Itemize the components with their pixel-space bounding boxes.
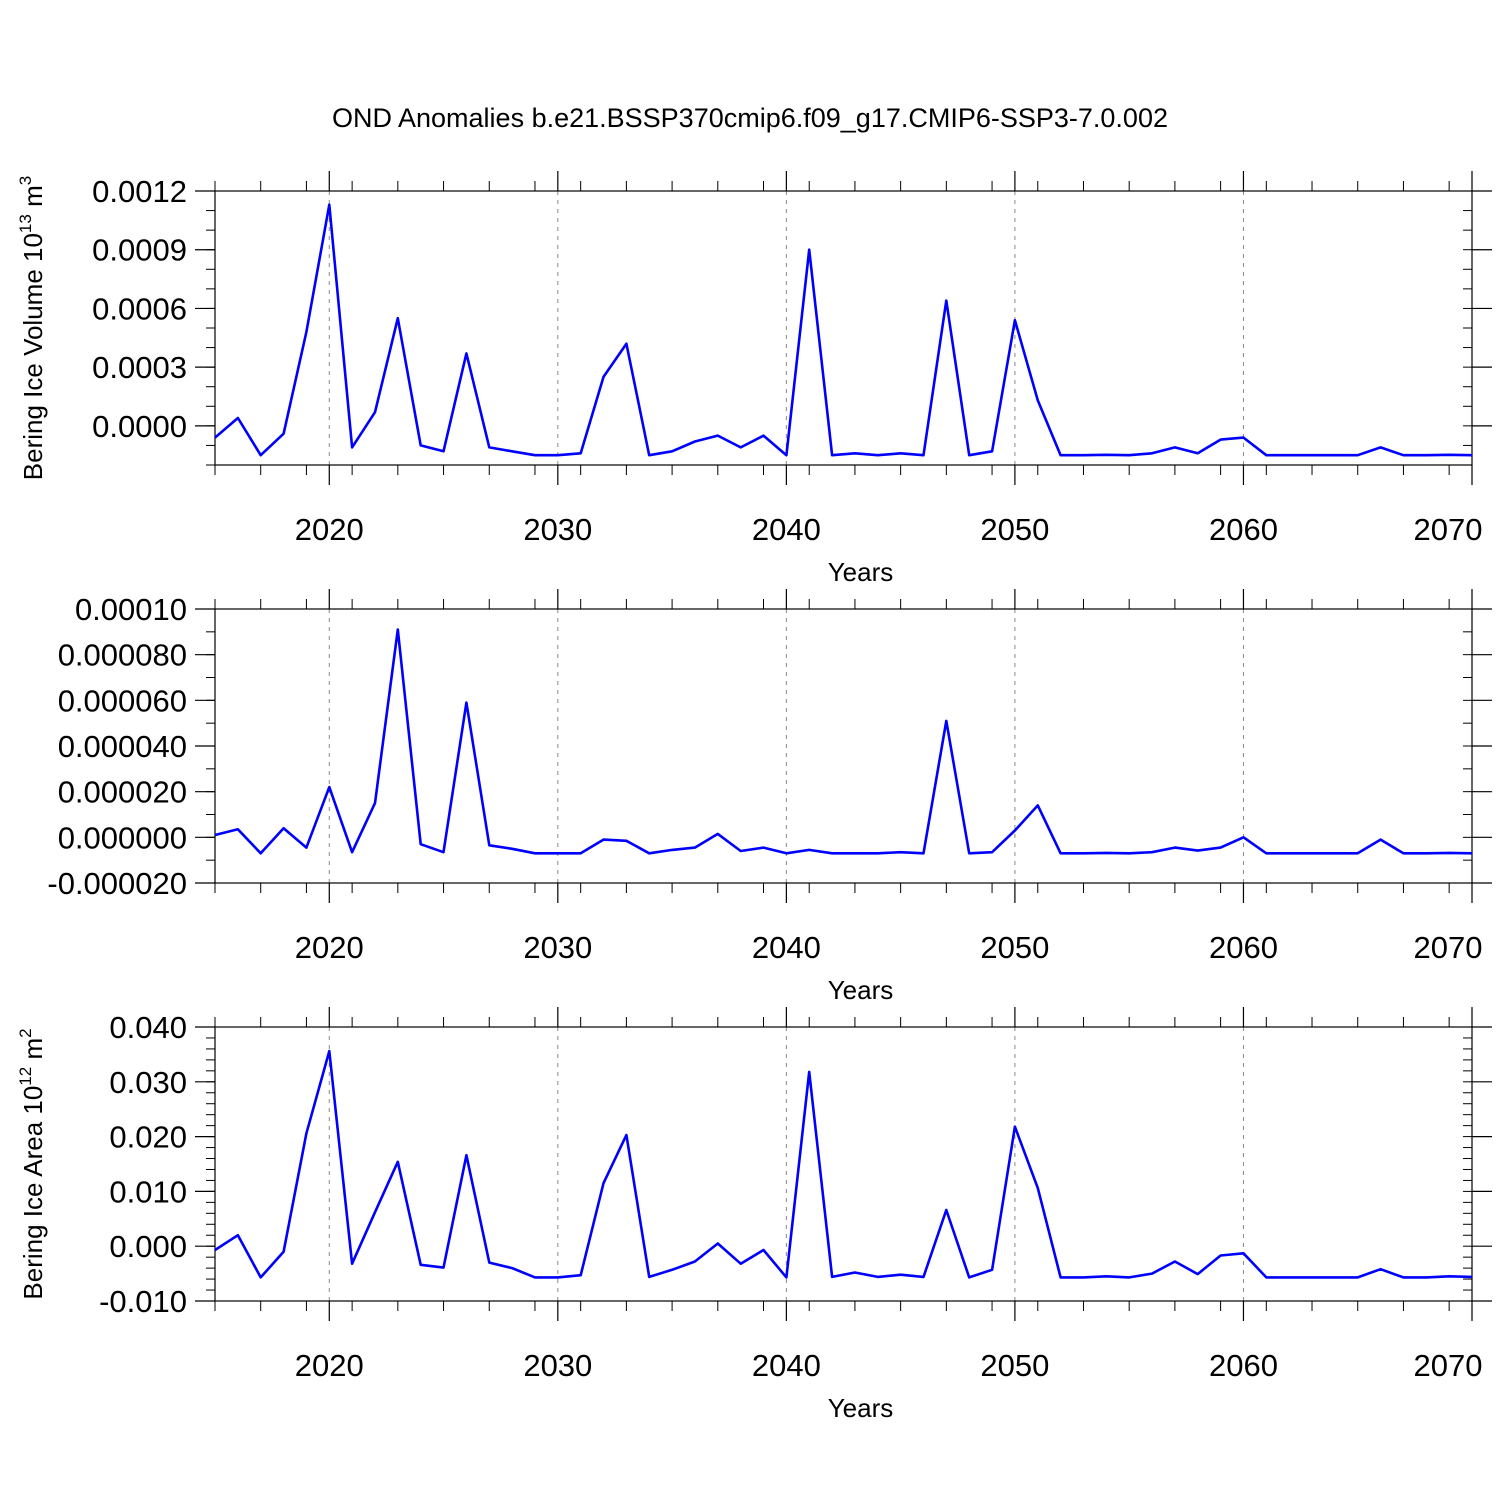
x-axis-title: Years [828, 975, 894, 1005]
plot-frame [214, 608, 1473, 884]
panel-middle: 2020 2030 2040 2050 2060 2070 -0.000020 0.0000… [47, 589, 1492, 1005]
plot-frame [214, 190, 1473, 466]
y-tick-label: 0.000 [109, 1229, 187, 1264]
x-tick-label: 2040 [752, 512, 821, 547]
y-tick-labels: -0.000020 0.000000 0.000020 0.000040 0.00006… [47, 592, 187, 901]
x-tick-labels: 2020 2030 2040 2050 2060 2070 [295, 512, 1483, 547]
y-axis-title: Bering Ice Area 1012 m2 [16, 1028, 48, 1299]
y-tick-label: 0.040 [109, 1010, 187, 1045]
y-tick-label: 0.020 [109, 1120, 187, 1155]
y-tick-label: 0.0012 [92, 174, 187, 209]
y-axis-title: Bering Ice Volume 1013 m3 [16, 176, 48, 480]
x-tick-label: 2050 [980, 512, 1049, 547]
x-tick-labels: 2020 2030 2040 2050 2060 2070 [295, 1348, 1483, 1383]
x-tick-label: 2030 [523, 512, 592, 547]
grid-lines [328, 1027, 1244, 1301]
series-line [214, 203, 1473, 457]
x-tick-label: 2050 [980, 1348, 1049, 1383]
series-line [214, 628, 1473, 855]
x-tick-label: 2030 [523, 930, 592, 965]
y-tick-label: 0.0009 [92, 233, 187, 268]
x-tick-label: 2020 [295, 1348, 364, 1383]
y-tick-label: 0.0006 [92, 291, 187, 326]
x-tick-label: 2050 [980, 930, 1049, 965]
x-tick-label: 2060 [1209, 930, 1278, 965]
x-tick-label: 2030 [523, 1348, 592, 1383]
plot-frame [214, 1026, 1473, 1302]
y-tick-label: -0.000020 [47, 866, 187, 901]
y-tick-label: 0.0003 [92, 350, 187, 385]
major-ticks [195, 1007, 1492, 1321]
y-tick-label: 0.00010 [75, 592, 187, 627]
grid-lines [328, 191, 1244, 465]
y-tick-label: 0.010 [109, 1174, 187, 1209]
y-tick-label: 0.0000 [92, 409, 187, 444]
x-tick-label: 2060 [1209, 1348, 1278, 1383]
x-axis-title: Years [828, 1393, 894, 1423]
x-tick-label: 2020 [295, 930, 364, 965]
minor-ticks [206, 599, 1472, 893]
y-tick-label: -0.010 [99, 1284, 187, 1319]
x-tick-label: 2020 [295, 512, 364, 547]
x-tick-label: 2070 [1414, 930, 1483, 965]
y-tick-label: 0.000040 [58, 729, 187, 764]
x-tick-labels: 2020 2030 2040 2050 2060 2070 [295, 930, 1483, 965]
chart-title: OND Anomalies b.e21.BSSP370cmip6.f09_g17… [332, 103, 1168, 133]
major-ticks [195, 171, 1492, 485]
x-tick-label: 2040 [752, 930, 821, 965]
x-tick-label: 2070 [1414, 512, 1483, 547]
y-tick-label: 0.000060 [58, 683, 187, 718]
panel-area: 2020 2030 2040 2050 2060 2070 -0.010 0.000 0.01… [16, 1007, 1492, 1423]
panel-volume: 2020 2030 2040 2050 2060 2070 0.00000.00030.0… [16, 171, 1492, 587]
x-axis-title: Years [828, 557, 894, 587]
y-tick-labels: 0.0000 0.0003 0.0006 0.0009 0.0012 [92, 174, 187, 444]
y-tick-labels: -0.010 0.000 0.010 0.020 0.030 0.040 [99, 1010, 187, 1319]
y-tick-label: 0.000000 [58, 820, 187, 855]
x-tick-label: 2040 [752, 1348, 821, 1383]
y-tick-label: 0.000080 [58, 638, 187, 673]
major-ticks [195, 589, 1492, 903]
y-tick-label: 0.000020 [58, 775, 187, 810]
series-line [214, 1049, 1473, 1279]
grid-lines [328, 609, 1244, 883]
x-tick-label: 2060 [1209, 512, 1278, 547]
x-tick-label: 2070 [1414, 1348, 1483, 1383]
y-tick-label: 0.030 [109, 1065, 187, 1100]
